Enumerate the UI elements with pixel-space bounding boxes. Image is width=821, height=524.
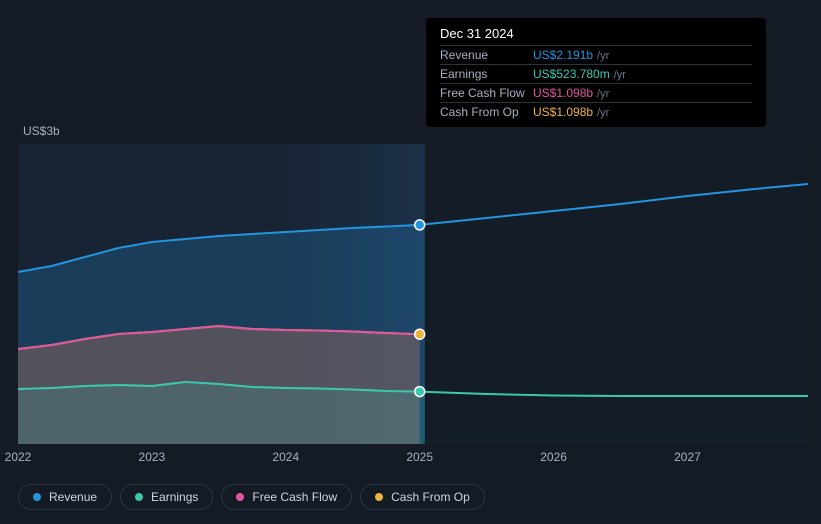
tooltip: Dec 31 2024 RevenueUS$2.191b/yrEarningsU… xyxy=(426,18,766,127)
legend-swatch xyxy=(33,493,41,501)
tooltip-row-label: Cash From Op xyxy=(440,105,533,119)
tooltip-row-value: US$1.098b xyxy=(533,86,593,100)
tooltip-row-unit: /yr xyxy=(597,107,609,119)
tooltip-row-unit: /yr xyxy=(614,69,626,81)
x-tick: 2022 xyxy=(5,450,32,464)
legend-swatch xyxy=(135,493,143,501)
tooltip-row-unit: /yr xyxy=(597,88,609,100)
chart-plot-area[interactable] xyxy=(18,144,808,444)
legend-item-earnings[interactable]: Earnings xyxy=(120,484,213,510)
legend-label: Free Cash Flow xyxy=(252,490,337,504)
tooltip-row-label: Free Cash Flow xyxy=(440,86,533,100)
tooltip-row-value: US$2.191b xyxy=(533,48,593,62)
tooltip-row: Free Cash FlowUS$1.098b/yr xyxy=(440,83,752,102)
legend-item-revenue[interactable]: Revenue xyxy=(18,484,112,510)
legend-label: Revenue xyxy=(49,490,97,504)
legend-label: Earnings xyxy=(151,490,198,504)
tooltip-row-label: Revenue xyxy=(440,48,533,62)
legend-swatch xyxy=(375,493,383,501)
legend-item-free-cash-flow[interactable]: Free Cash Flow xyxy=(221,484,352,510)
legend-item-cash-from-op[interactable]: Cash From Op xyxy=(360,484,485,510)
y-axis-label-top: US$3b xyxy=(23,124,60,138)
chart-svg xyxy=(18,144,808,444)
tooltip-row: EarningsUS$523.780m/yr xyxy=(440,64,752,83)
tooltip-row-label: Earnings xyxy=(440,67,533,81)
x-axis: 202220232024202520262027 xyxy=(18,450,808,470)
x-tick: 2027 xyxy=(674,450,701,464)
tooltip-row-value: US$523.780m xyxy=(533,67,610,81)
x-tick: 2024 xyxy=(272,450,299,464)
tooltip-row: RevenueUS$2.191b/yr xyxy=(440,45,752,64)
tooltip-row-value: US$1.098b xyxy=(533,105,593,119)
x-tick: 2025 xyxy=(406,450,433,464)
tooltip-date: Dec 31 2024 xyxy=(440,26,752,45)
x-tick: 2023 xyxy=(139,450,166,464)
legend: Revenue Earnings Free Cash Flow Cash From O… xyxy=(18,484,485,510)
x-tick: 2026 xyxy=(540,450,567,464)
tooltip-row: Cash From OpUS$1.098b/yr xyxy=(440,102,752,121)
legend-label: Cash From Op xyxy=(391,490,470,504)
tooltip-row-unit: /yr xyxy=(597,50,609,62)
legend-swatch xyxy=(236,493,244,501)
